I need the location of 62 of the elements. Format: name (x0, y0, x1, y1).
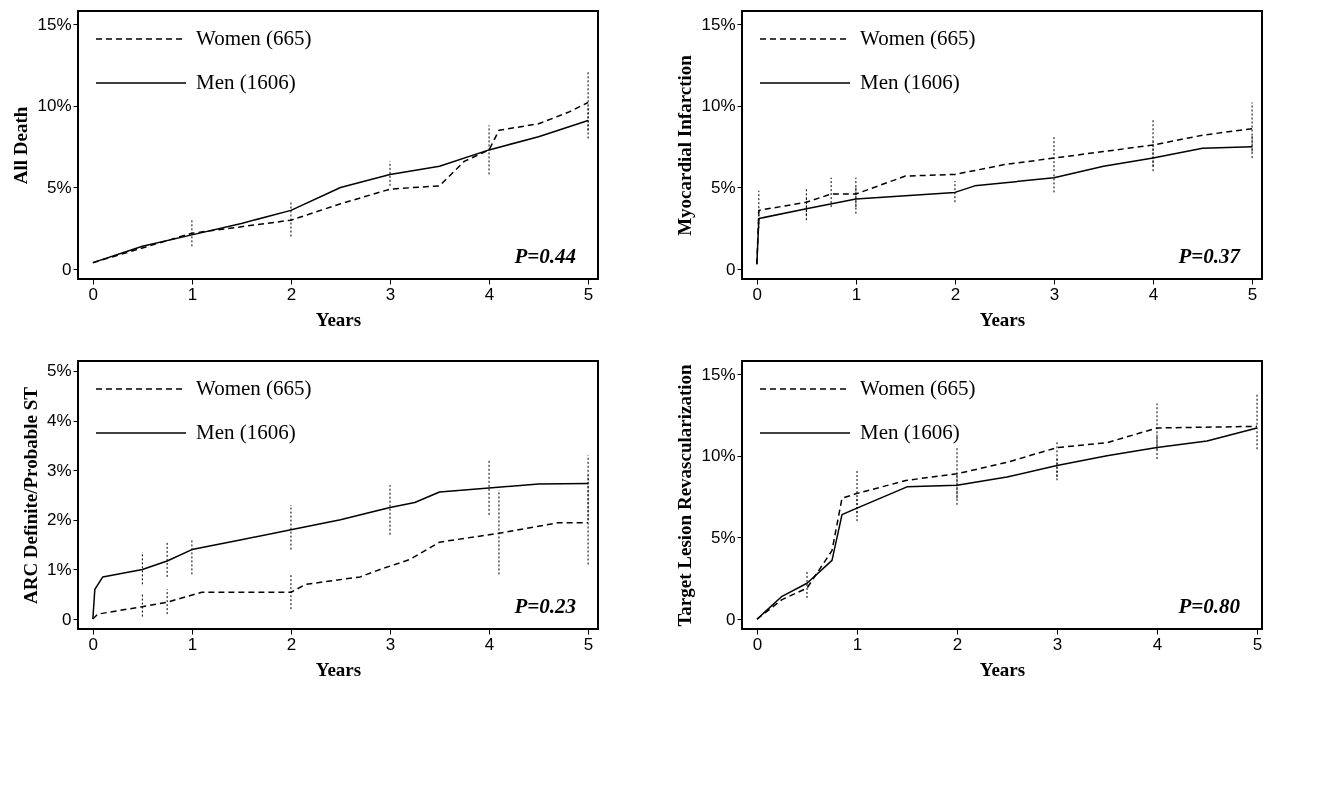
legend-label: Women (665) (860, 376, 976, 400)
y-tick-label: 10% (701, 96, 736, 116)
x-tick-label: 0 (88, 284, 99, 304)
x-tick-label: 0 (752, 634, 763, 654)
x-tick-label: 2 (286, 634, 297, 654)
legend-label: Men (1606) (860, 420, 960, 444)
legend-label: Women (665) (196, 376, 312, 400)
x-axis-title: Years (315, 308, 362, 330)
x-tick-label: 3 (385, 284, 396, 304)
y-tick-label: 15% (37, 14, 72, 34)
x-tick-label: 1 (187, 284, 198, 304)
y-tick-label: 0 (62, 609, 72, 629)
legend-label: Men (1606) (196, 70, 296, 94)
y-tick-label: 5% (46, 177, 72, 197)
x-tick-label: 0 (752, 284, 763, 304)
y-tick-label: 15% (701, 14, 736, 34)
x-tick-label: 5 (1252, 634, 1263, 654)
x-tick-label: 1 (852, 634, 863, 654)
x-tick-label: 0 (88, 634, 99, 654)
x-tick-label: 1 (851, 284, 862, 304)
legend-label: Women (665) (860, 26, 976, 50)
x-tick-label: 3 (1049, 284, 1060, 304)
y-axis-title: All Death (10, 106, 32, 185)
y-tick-label: 0 (726, 609, 736, 629)
x-tick-label: 5 (1247, 284, 1258, 304)
x-tick-label: 2 (952, 634, 963, 654)
y-axis-title: Target Lesion Revascularization (674, 364, 696, 627)
x-tick-label: 1 (187, 634, 198, 654)
x-tick-label: 2 (286, 284, 297, 304)
y-tick-label: 5% (710, 527, 736, 547)
y-axis-title: ARC Definite/Probable ST (19, 386, 41, 605)
y-tick-label: 15% (701, 364, 736, 384)
y-tick-label: 0 (726, 259, 736, 279)
annotation: P=0.44 (513, 244, 576, 268)
x-tick-label: 4 (484, 634, 495, 654)
y-tick-label: 4% (46, 411, 72, 431)
annotation: P=0.80 (1177, 594, 1241, 618)
x-tick-label: 2 (950, 284, 961, 304)
annotation: P=0.37 (1177, 244, 1242, 268)
y-tick-label: 2% (46, 510, 72, 530)
y-axis-title: Myocardial Infarction (674, 54, 696, 236)
x-tick-label: 4 (484, 284, 495, 304)
x-tick-label: 4 (1148, 284, 1159, 304)
x-axis-title: Years (979, 308, 1026, 330)
y-tick-label: 10% (701, 446, 736, 466)
x-tick-label: 4 (1152, 634, 1163, 654)
y-tick-label: 0 (62, 259, 72, 279)
y-tick-label: 5% (46, 361, 72, 381)
x-tick-label: 5 (583, 284, 594, 304)
x-axis-title: Years (979, 658, 1026, 680)
legend-label: Women (665) (196, 26, 312, 50)
y-tick-label: 10% (37, 96, 72, 116)
x-tick-label: 5 (583, 634, 594, 654)
x-axis-title: Years (315, 658, 362, 680)
x-tick-label: 3 (1052, 634, 1063, 654)
annotation: P=0.23 (513, 594, 576, 618)
x-tick-label: 3 (385, 634, 396, 654)
legend-label: Men (1606) (196, 420, 296, 444)
y-tick-label: 1% (46, 559, 72, 579)
legend-label: Men (1606) (860, 70, 960, 94)
y-tick-label: 3% (46, 460, 72, 480)
y-tick-label: 5% (710, 177, 736, 197)
